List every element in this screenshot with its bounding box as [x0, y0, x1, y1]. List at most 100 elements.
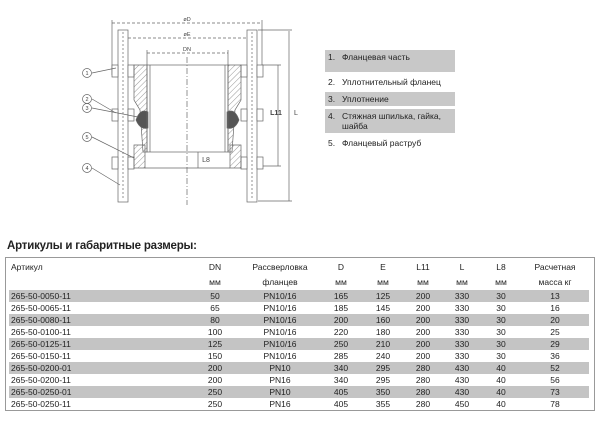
table-row: 265-50-0200-01 200 PN10 340 295 280 430 40 52 [9, 362, 589, 374]
table-cell: PN10/16 [263, 303, 297, 313]
table-cell: 330 [443, 314, 481, 326]
table-cell: 330 [454, 303, 470, 313]
legend-num: 2. [328, 77, 336, 87]
table-row: 265-50-0250-01 250 PN10 405 350 280 430 40 73 [9, 386, 589, 398]
legend-item: 5. Фланцевый раструб [325, 136, 455, 150]
column-unit: мм [495, 277, 507, 287]
table-cell: 265-50-0080-11 [9, 314, 189, 326]
legend-text: Уплотнение [342, 94, 389, 104]
table-cell: PN10 [241, 362, 319, 374]
table-cell: PN10/16 [241, 314, 319, 326]
table-cell: PN16 [269, 399, 291, 409]
callout-1: 1 [85, 71, 88, 77]
table-cell: 78 [550, 399, 560, 409]
column-header: Расчетная [534, 262, 576, 272]
legend-item: 2. Уплотнительный фланец [325, 75, 455, 89]
table-row: 265-50-0080-11 80 PN10/16 200 160 200 330 30 20 [9, 314, 589, 326]
legend-item: 1. Фланцевая часть [325, 50, 455, 72]
table-cell: 340 [319, 362, 363, 374]
table-cell: 265-50-0250-11 [11, 399, 71, 409]
callout-4: 4 [85, 166, 88, 172]
technical-drawing: 1 2 3 5 4 øD øE DN L11 L L8 [82, 17, 298, 205]
legend-text: Фланцевый раструб [342, 138, 422, 148]
dim-l11: L11 [270, 110, 282, 117]
table-cell: 100 [207, 327, 223, 337]
table-cell: 250 [207, 399, 223, 409]
table-cell: 185 [333, 303, 349, 313]
table-header-row: Артикул DN Рассверловка D E L11 L L8 Расчетная [9, 260, 589, 275]
table-cell: 295 [375, 375, 391, 385]
column-unit: мм [377, 277, 389, 287]
table-cell: 285 [333, 351, 349, 361]
table-cell: 13 [521, 290, 589, 302]
table-row: 265-50-0200-11 200 PN16 340 295 280 430 40 56 [9, 374, 589, 386]
table-cell: 280 [403, 362, 443, 374]
table-cell: 160 [363, 314, 403, 326]
table-cell: 330 [454, 327, 470, 337]
table-cell: 350 [363, 386, 403, 398]
table-cell: 30 [481, 314, 521, 326]
table-cell: 265-50-0065-11 [11, 303, 71, 313]
table-cell: 30 [496, 303, 506, 313]
column-unit: масса кг [538, 277, 572, 287]
table-cell: 405 [333, 399, 349, 409]
table-cell: 330 [443, 338, 481, 350]
table-cell: 200 [319, 314, 363, 326]
table-cell: PN16 [269, 375, 291, 385]
table-cell: 200 [415, 303, 431, 313]
table-cell: 220 [333, 327, 349, 337]
table-cell: 200 [403, 338, 443, 350]
table-cell: 265-50-0125-11 [9, 338, 189, 350]
dimensions-table-box: Артикул DN Рассверловка D E L11 L L8 Расчетная м… [5, 257, 595, 411]
table-cell: 165 [319, 290, 363, 302]
legend-item: 3. Уплотнение [325, 92, 455, 106]
table-cell: 40 [481, 362, 521, 374]
table-cell: 200 [189, 362, 241, 374]
legend-text: Уплотнительный фланец [342, 77, 441, 87]
table-cell: 330 [443, 290, 481, 302]
legend-num: 1. [328, 52, 336, 62]
callout-3: 3 [85, 106, 88, 112]
table-cell: 36 [550, 351, 560, 361]
callout-2: 2 [85, 97, 88, 103]
dim-d: øD [183, 17, 190, 23]
table-cell: PN10/16 [241, 290, 319, 302]
table-cell: 56 [550, 375, 560, 385]
table-cell: 210 [363, 338, 403, 350]
table-cell: 16 [550, 303, 560, 313]
column-header: D [337, 262, 345, 272]
table-row: 265-50-0050-11 50 PN10/16 165 125 200 330 30 13 [9, 290, 589, 302]
table-row: 265-50-0125-11 125 PN10/16 250 210 200 330 30 29 [9, 338, 589, 350]
table-row: 265-50-0150-11 150 PN10/16 285 240 200 330 30 36 [9, 350, 589, 362]
column-header: E [380, 262, 386, 272]
table-cell: 200 [207, 375, 223, 385]
table-cell: 125 [363, 290, 403, 302]
table-cell: 200 [415, 351, 431, 361]
table-cell: 265-50-0250-01 [9, 386, 189, 398]
dim-l: L [294, 110, 298, 117]
table-cell: 430 [454, 375, 470, 385]
column-unit: фланцев [262, 277, 298, 287]
column-header: DN [208, 262, 222, 272]
table-cell: PN10/16 [263, 351, 297, 361]
table-cell: 150 [207, 351, 223, 361]
table-cell: 29 [521, 338, 589, 350]
legend-text: Стяжная шпилька, гайка, шайба [342, 111, 442, 131]
table-cell: 20 [521, 314, 589, 326]
table-cell: 80 [189, 314, 241, 326]
table-cell: 73 [521, 386, 589, 398]
table-cell: 52 [521, 362, 589, 374]
table-cell: 265-50-0150-11 [11, 351, 71, 361]
table-cell: 145 [375, 303, 391, 313]
column-unit: мм [335, 277, 347, 287]
table-cell: 295 [363, 362, 403, 374]
column-unit: мм [456, 277, 468, 287]
table-cell: PN10/16 [241, 338, 319, 350]
table-cell: 50 [189, 290, 241, 302]
column-unit [9, 275, 189, 290]
legend-num: 4. [328, 111, 336, 121]
table-subheader-row: мм фланцев мм мм мм мм мм масса кг [9, 275, 589, 290]
table-cell: 30 [496, 327, 506, 337]
table-cell: 355 [375, 399, 391, 409]
table-cell: 280 [403, 386, 443, 398]
